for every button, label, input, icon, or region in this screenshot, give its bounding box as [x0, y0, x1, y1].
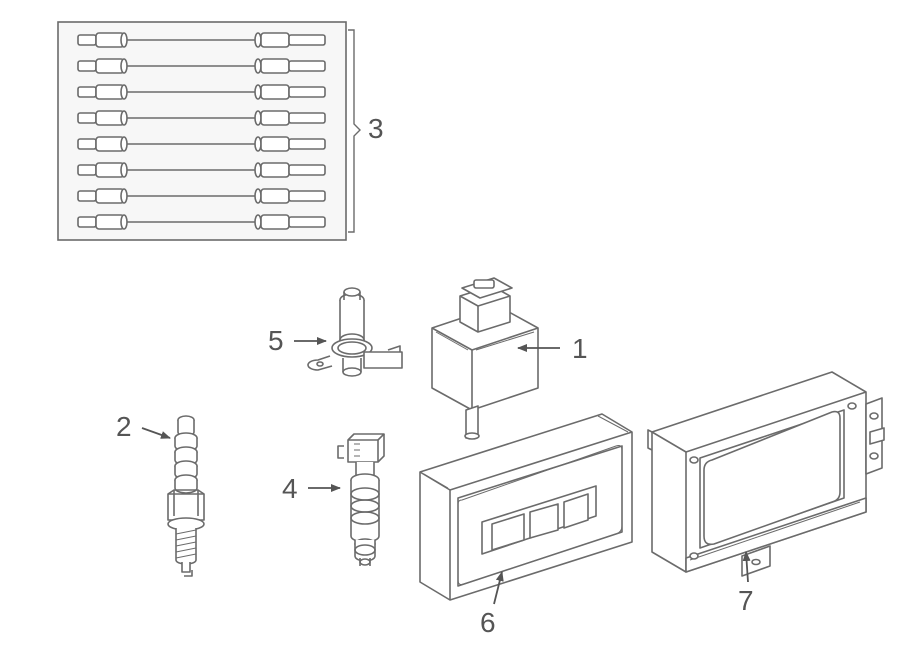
callout-label-1: 1 — [572, 333, 588, 364]
plug-wire-set — [58, 22, 346, 240]
ecm-module — [420, 414, 632, 600]
callout-label-2: 2 — [116, 411, 132, 442]
crankshaft-sensor — [308, 288, 402, 376]
callout-label-6: 6 — [480, 607, 496, 638]
callout-3-brace — [348, 30, 360, 232]
camshaft-sensor — [338, 434, 384, 566]
callout-label-4: 4 — [282, 473, 298, 504]
callout-label-5: 5 — [268, 325, 284, 356]
parts-diagram: 1 2 3 4 5 6 7 — [0, 0, 900, 661]
callout-label-3: 3 — [368, 113, 384, 144]
spark-plug — [168, 416, 204, 576]
ecm-bracket — [648, 372, 884, 576]
callout-label-7: 7 — [738, 585, 754, 616]
ignition-coil — [432, 278, 538, 439]
